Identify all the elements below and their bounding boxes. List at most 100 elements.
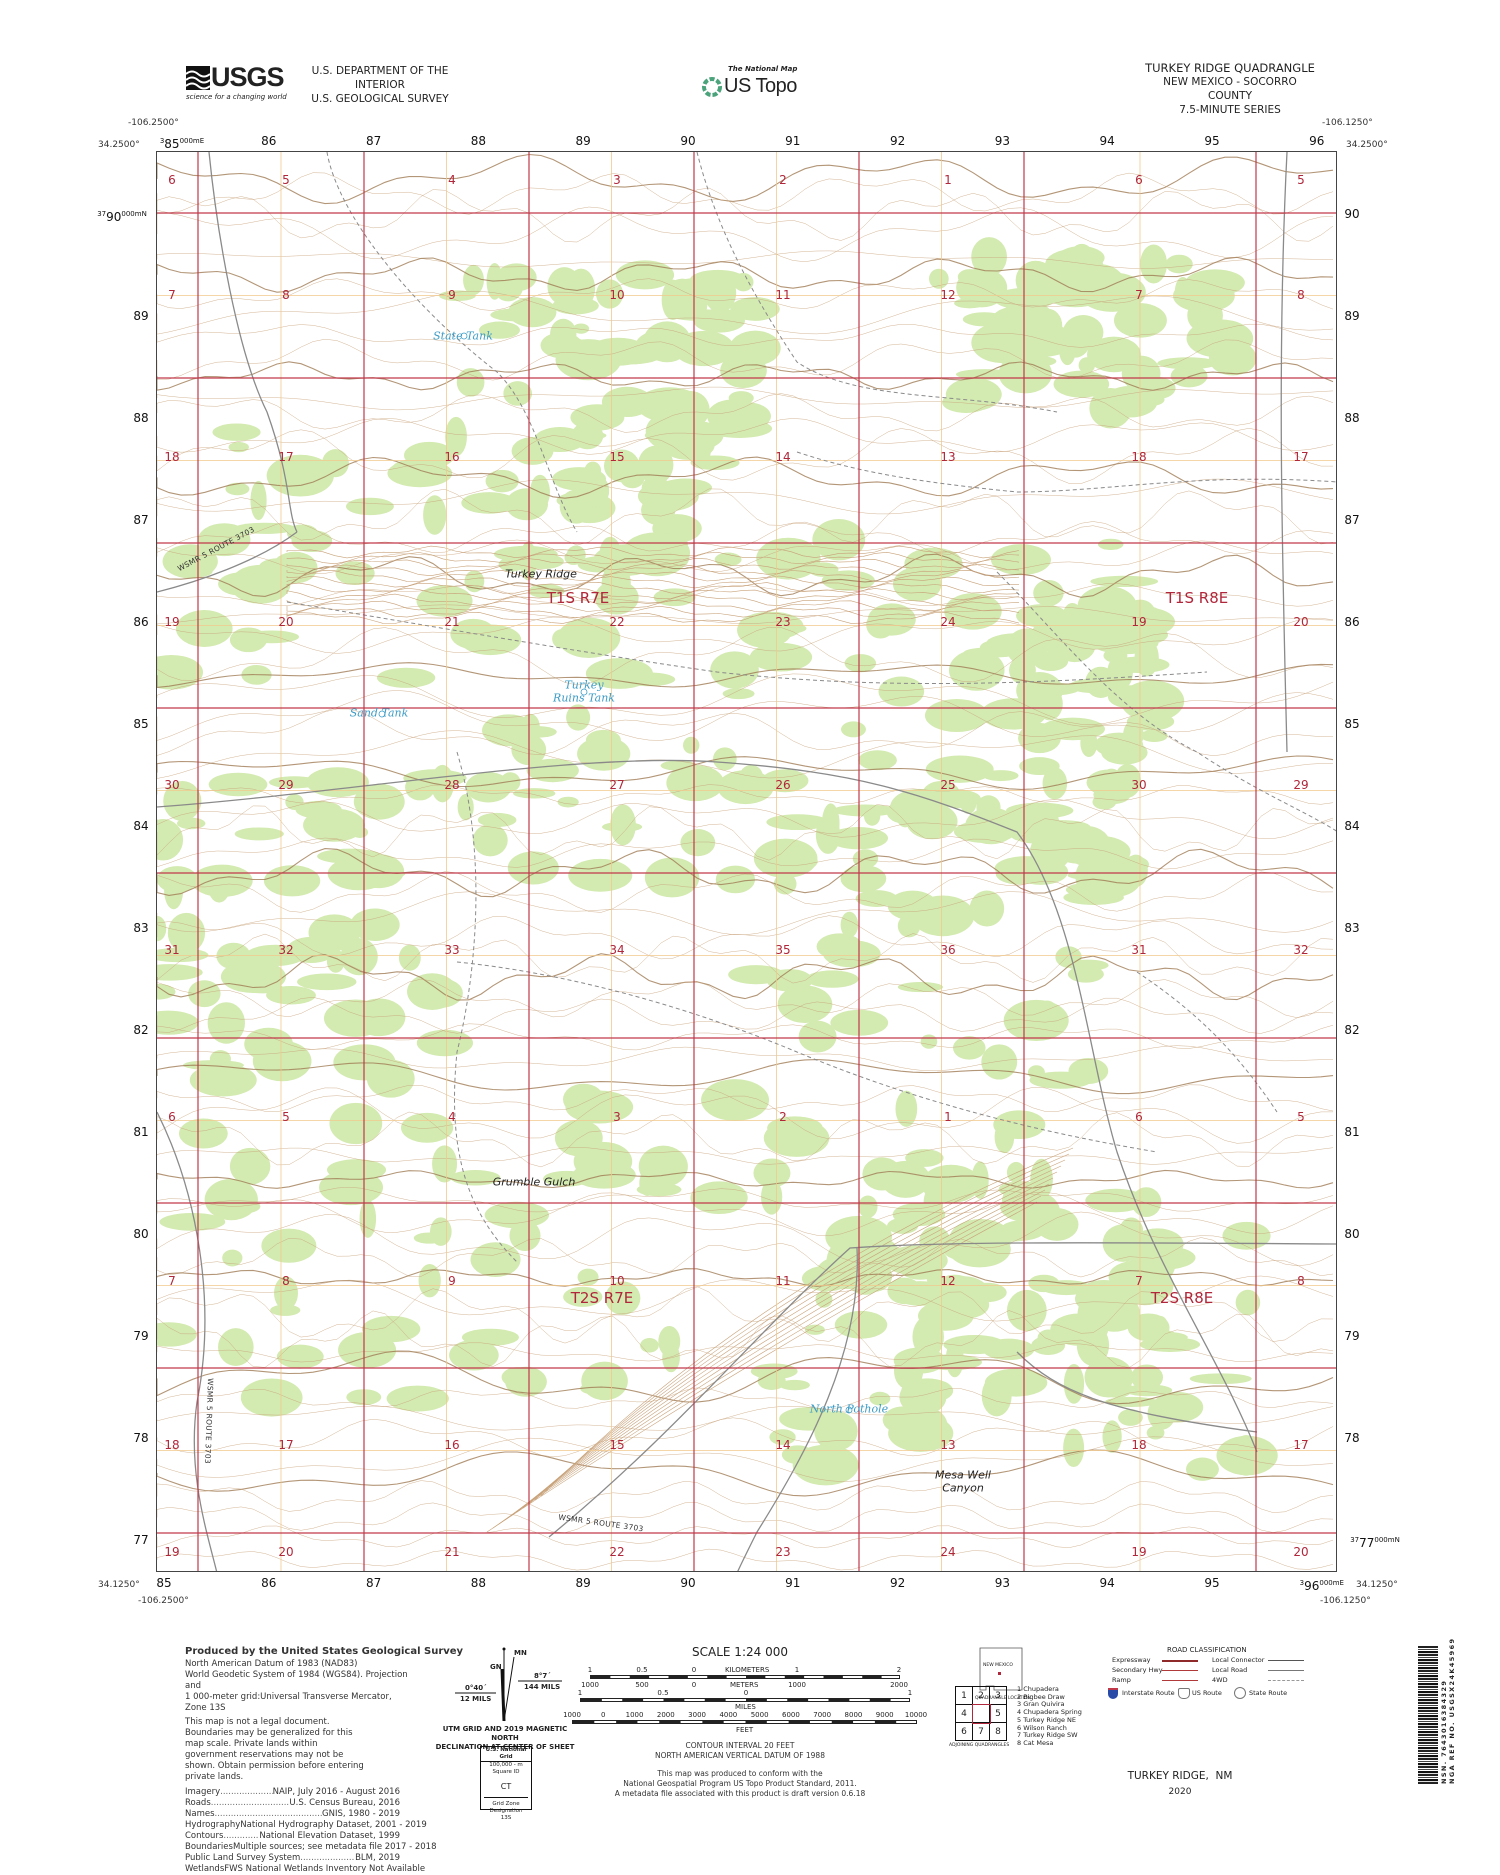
section-number: 4 bbox=[448, 173, 456, 187]
vegetation-patch bbox=[1031, 1335, 1066, 1355]
vegetation-patch bbox=[658, 1326, 681, 1357]
vegetation-patch bbox=[157, 654, 204, 690]
section-number: 18 bbox=[1131, 1438, 1147, 1452]
mile-tick-label: 1 bbox=[907, 1689, 913, 1697]
vegetation-patch bbox=[552, 297, 599, 315]
section-number: 3 bbox=[613, 173, 621, 187]
ridge-contour bbox=[286, 599, 1020, 612]
vegetation-patch bbox=[157, 947, 209, 963]
vegetation-patch bbox=[1035, 616, 1096, 640]
vegetation-patch bbox=[828, 826, 889, 850]
vegetation-patch bbox=[191, 864, 253, 898]
vegetation-patch bbox=[508, 297, 557, 328]
vegetation-patch bbox=[497, 714, 515, 744]
contour bbox=[157, 539, 1334, 574]
vegetation-patch bbox=[449, 1339, 499, 1371]
vegetation-patch bbox=[894, 1352, 924, 1390]
contour bbox=[157, 1502, 1334, 1533]
credit-label: Contours bbox=[185, 1831, 224, 1841]
utm-easting-label-top: 86 bbox=[261, 134, 277, 148]
section-number: 8 bbox=[282, 1274, 290, 1288]
vegetation-patch bbox=[1222, 1221, 1271, 1250]
meter-tick-label: 1000 bbox=[788, 1681, 806, 1689]
vegetation-patch bbox=[641, 476, 670, 500]
vegetation-patch bbox=[266, 454, 334, 497]
section-number: 5 bbox=[282, 173, 290, 187]
local-road bbox=[1016, 1351, 1258, 1433]
vegetation-patch bbox=[739, 764, 764, 791]
vegetation-patch bbox=[1063, 1428, 1085, 1468]
section-number: 17 bbox=[1293, 1438, 1309, 1452]
section-number: 19 bbox=[1131, 615, 1147, 629]
credit-value: BLM, 2019 bbox=[355, 1853, 400, 1863]
vegetation-patch bbox=[1133, 393, 1165, 407]
vegetation-patch bbox=[858, 750, 897, 771]
vegetation-patch bbox=[641, 495, 676, 526]
vegetation-patch bbox=[1140, 244, 1168, 284]
usng-box: U.S. National Grid 100,000 - m Square ID… bbox=[480, 1746, 532, 1821]
vegetation-patch bbox=[263, 865, 321, 897]
township-range-label: T1S R7E bbox=[546, 589, 610, 607]
vegetation-patch bbox=[756, 537, 821, 580]
utm-northing-label-left: 83 bbox=[133, 921, 149, 935]
vegetation-patch bbox=[568, 858, 633, 892]
index-contour bbox=[157, 1449, 1334, 1497]
section-lines bbox=[157, 152, 1336, 1571]
section-number: 1 bbox=[944, 173, 952, 187]
place-label-north-pothole: North Pothole bbox=[809, 1402, 889, 1416]
nga-ref-number: NGA REF NO. USGSX24K45969 bbox=[1448, 1637, 1456, 1784]
vegetation-patch bbox=[595, 287, 616, 301]
place-label-sand-tank: Sand Tank bbox=[349, 706, 409, 720]
vegetation-patch bbox=[1091, 631, 1159, 655]
quad-title: TURKEY RIDGE QUADRANGLE bbox=[1145, 61, 1315, 75]
contour-interval: CONTOUR INTERVAL 20 FEET bbox=[685, 1741, 795, 1750]
credit-row: Roads...................................… bbox=[185, 1798, 400, 1809]
section-number: 20 bbox=[278, 1545, 294, 1559]
local-road bbox=[1280, 152, 1288, 753]
topographic-map[interactable]: 6 5 4 3 2 1 6 5 7 8 9 10 11 12 7 8 18 17 16 15 14 13 18 17 19 20 2… bbox=[156, 151, 1337, 1572]
vegetation-patch bbox=[1006, 1161, 1026, 1183]
index-contour bbox=[157, 1059, 1334, 1095]
utm-northing-label-left: 81 bbox=[133, 1125, 149, 1139]
section-number: 20 bbox=[1293, 1545, 1309, 1559]
credits-list: Imagery.................................… bbox=[185, 1787, 437, 1875]
km-unit-label: KILOMETERS bbox=[725, 1666, 770, 1674]
feet-scale-bar bbox=[572, 1720, 917, 1724]
feet-tick-label: 2000 bbox=[656, 1711, 675, 1719]
vegetation-patch bbox=[198, 523, 251, 557]
vegetation-patch bbox=[769, 1429, 796, 1445]
utm-easting-label-bottom: 86 bbox=[261, 1576, 277, 1590]
index-contour bbox=[157, 256, 1334, 293]
vegetation-patch bbox=[925, 755, 994, 783]
utm-northing-label-right: 85 bbox=[1344, 717, 1360, 731]
vegetation-patch bbox=[1235, 1289, 1261, 1316]
legend-interstate: Interstate Route bbox=[1122, 1689, 1175, 1697]
utm-label-part: 000mN bbox=[1374, 1536, 1400, 1544]
nw-latitude: 34.2500° bbox=[98, 140, 140, 150]
vegetation-patch bbox=[472, 824, 508, 857]
usng-title: U.S. National Grid bbox=[481, 1747, 531, 1762]
vegetation-patch bbox=[815, 1291, 833, 1308]
vegetation-patch bbox=[1131, 1228, 1184, 1260]
vegetation-patch bbox=[404, 441, 455, 469]
vegetation-patch bbox=[270, 1304, 301, 1316]
utm-label-part: 3 bbox=[1299, 1579, 1305, 1587]
place-label-turkey-ridge: Turkey Ridge bbox=[505, 567, 577, 581]
vegetation-patch bbox=[991, 544, 1051, 576]
local-connector-symbol bbox=[1268, 1660, 1304, 1661]
vegetation-patch bbox=[552, 467, 606, 491]
contour bbox=[157, 386, 1334, 411]
us-route-shield-icon bbox=[1178, 1688, 1190, 1699]
vegetation-patch bbox=[1130, 1364, 1164, 1391]
disclaimer: This map is not a legal document. Bounda… bbox=[185, 1717, 364, 1782]
vegetation-patch bbox=[431, 764, 454, 803]
sw-latitude: 34.1250° bbox=[98, 1580, 140, 1590]
utm-label-part: 000mN bbox=[121, 210, 147, 218]
vegetation-patch bbox=[229, 1147, 271, 1185]
vegetation-patch bbox=[1101, 740, 1148, 765]
west-declination-mils: 12 MILS bbox=[460, 1695, 492, 1703]
vegetation-patch bbox=[208, 772, 268, 797]
section-number: 18 bbox=[164, 1438, 180, 1452]
vegetation-patch bbox=[981, 1044, 1018, 1080]
